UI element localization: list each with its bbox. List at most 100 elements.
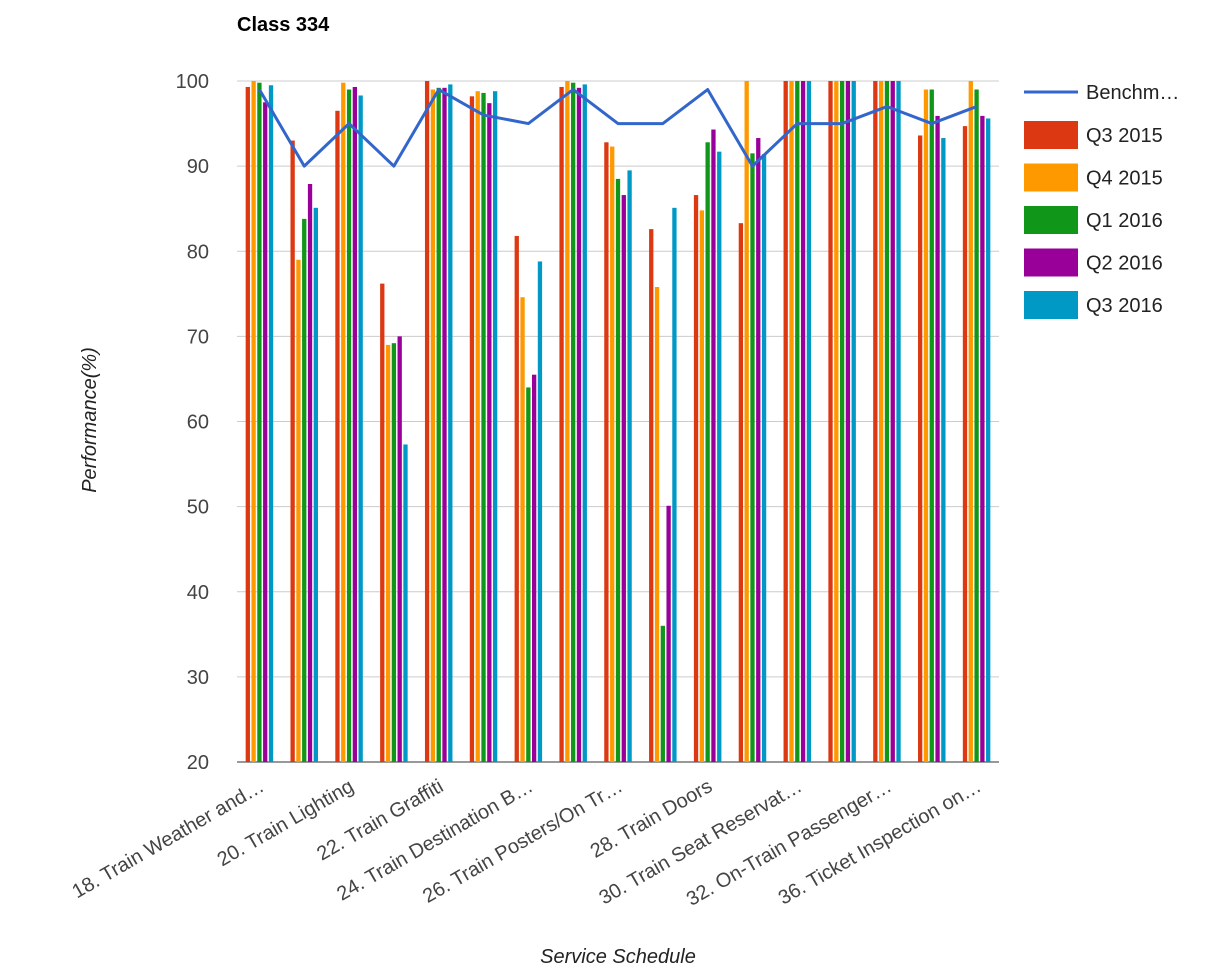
bar-q2-2016-16 [980,115,985,763]
bar-q3-2016-11 [761,154,767,762]
bar-q3-2015-0 [245,86,250,763]
legend: Benchm… Q3 2015 Q4 2015 Q1 2016 Q2 2016 Q3 20… [1024,82,1179,319]
bar-q3-2015-16 [962,126,968,762]
y-tick-label: 60 [187,412,209,434]
bar-q2-2016-1 [307,184,313,763]
bar-q3-2015-6 [514,235,519,763]
bar-q1-2016-10 [705,142,710,763]
bar-q3-2015-14 [873,81,878,762]
bar-q2-2016-0 [263,102,268,762]
bar-q4-2015-5 [475,91,480,763]
bar-q4-2015-3 [385,344,391,762]
bar-q2-2016-2 [352,86,358,763]
y-tick-label: 40 [187,582,209,604]
bar-q1-2016-7 [571,82,576,762]
bar-q3-2016-1 [313,207,318,762]
bar-q2-2016-4 [442,87,447,762]
bar-q4-2015-11 [744,81,749,762]
bar-q4-2015-6 [520,297,525,762]
y-axis-ticks: 20 30 40 50 60 70 80 90 100 [176,71,209,774]
bar-q3-2016-10 [717,151,722,762]
bar-q3-2015-15 [918,135,923,763]
bar-q1-2016-16 [974,89,979,762]
bar-q1-2016-13 [839,81,845,762]
bar-q2-2016-7 [576,87,582,762]
legend-swatch-q3-2015 [1024,121,1078,149]
bar-q3-2015-1 [290,140,295,762]
x-axis-ticks: 18. Train Weather and…20. Train Lighting… [69,775,986,910]
bar-q3-2016-16 [986,118,991,762]
bar-q4-2015-1 [296,259,301,762]
y-tick-label: 100 [176,71,209,93]
legend-swatch-q4-2015 [1024,163,1078,192]
bar-q1-2016-11 [750,153,755,762]
bar-q3-2015-2 [335,110,340,762]
bar-q2-2016-14 [890,81,895,762]
y-axis-title: Performance(%) [79,347,101,493]
bar-q4-2015-7 [565,81,570,762]
bar-q2-2016-5 [487,103,492,762]
bar-q3-2015-9 [649,229,654,762]
bar-q4-2015-16 [968,81,973,762]
bar-q3-2016-9 [672,207,677,762]
bar-q4-2015-13 [834,81,839,762]
bar-q1-2016-6 [526,387,531,762]
bar-q1-2016-4 [436,87,441,762]
legend-label-q3-2016: Q3 2016 [1086,295,1163,317]
bar-q4-2015-10 [699,210,704,762]
bar-q3-2016-5 [492,91,498,763]
bar-q1-2016-5 [481,92,486,763]
bar-q1-2016-0 [257,82,262,762]
bar-q3-2015-5 [469,96,475,762]
bar-q3-2016-2 [358,95,363,762]
legend-swatch-q2-2016 [1024,248,1078,277]
x-axis-title: Service Schedule [540,946,696,968]
legend-swatch-q3-2016 [1024,291,1078,319]
bar-q4-2015-12 [789,81,794,762]
bar-q4-2015-0 [251,81,256,762]
bar-q4-2015-15 [923,89,929,762]
bar-q1-2016-3 [391,343,397,762]
bar-q3-2015-8 [604,142,609,763]
y-tick-label: 70 [187,326,209,348]
legend-swatch-q1-2016 [1024,206,1078,234]
bar-q4-2015-8 [610,146,615,762]
bar-q2-2016-6 [532,374,537,762]
bar-q3-2015-13 [828,81,833,762]
legend-label-q2-2016: Q2 2016 [1086,253,1163,275]
chart-title: Class 334 [237,14,330,36]
y-tick-label: 90 [187,156,209,178]
benchmark-line-path [258,88,978,168]
legend-label-q1-2016: Q1 2016 [1086,210,1163,232]
bar-q3-2015-11 [738,223,744,762]
y-tick-label: 80 [187,241,209,263]
bar-q3-2015-7 [559,86,564,763]
bar-q3-2016-7 [582,84,587,762]
bar-q1-2016-14 [884,81,890,762]
bar-q4-2015-2 [341,82,346,762]
y-tick-label: 50 [187,497,209,519]
bar-q2-2016-8 [621,195,626,762]
bars [245,81,991,763]
bar-q2-2016-11 [756,138,761,762]
bar-q2-2016-3 [397,336,402,762]
bar-q4-2015-4 [430,89,436,762]
bar-q2-2016-12 [800,81,806,762]
bar-q3-2016-8 [627,170,632,763]
legend-label-q3-2015: Q3 2015 [1086,125,1163,147]
bar-q2-2016-9 [666,505,671,762]
bar-q3-2016-6 [537,261,543,762]
bar-q1-2016-2 [346,89,352,762]
bar-q1-2016-1 [302,218,307,763]
benchmark-line [258,88,978,168]
bar-q3-2016-4 [448,84,453,762]
legend-label-q4-2015: Q4 2015 [1086,168,1163,190]
bar-q3-2015-3 [380,283,385,762]
bar-q3-2016-15 [941,138,946,762]
bar-q1-2016-8 [615,178,621,763]
bar-q3-2016-0 [268,85,274,763]
bar-q3-2015-4 [424,81,430,762]
legend-label-benchmark: Benchm… [1086,82,1179,104]
y-tick-label: 20 [187,752,209,774]
